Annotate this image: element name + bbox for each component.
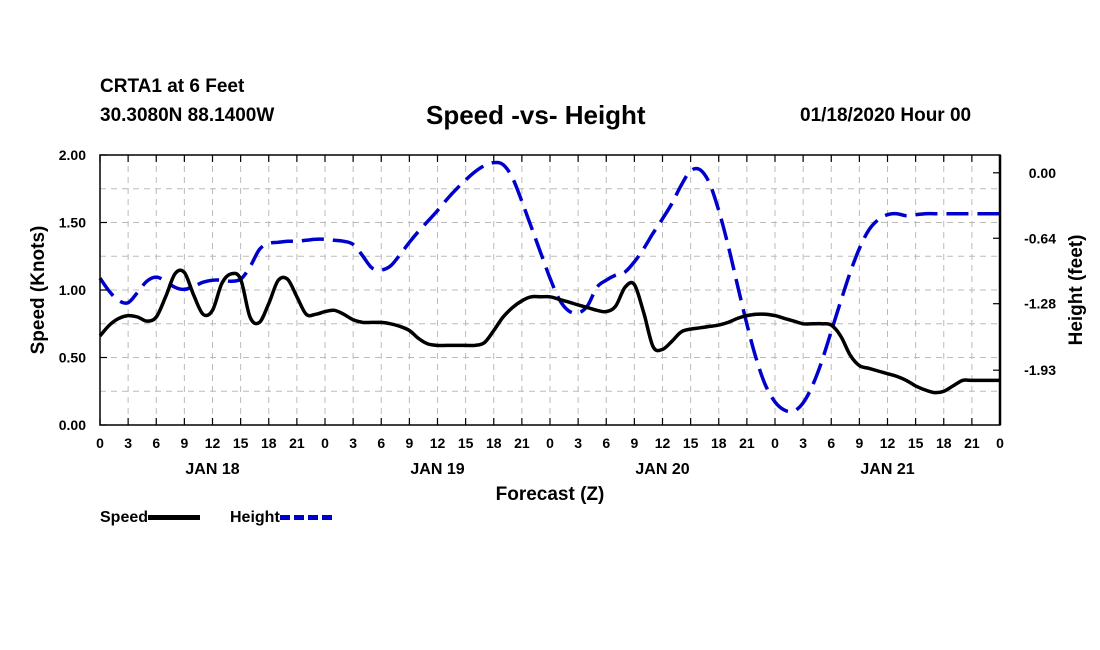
x-tick-label: 0 bbox=[771, 435, 779, 451]
x-tick-label: 0 bbox=[546, 435, 554, 451]
y-tick-label-right: -1.93 bbox=[1024, 362, 1056, 378]
x-tick-label: 18 bbox=[936, 435, 952, 451]
legend-height-label: Height bbox=[230, 509, 280, 526]
series-layer bbox=[98, 160, 1000, 414]
ticks: 0 3 6 9 12 15 18 21 0 3 6 9 12 15 18 21 0 3 6 9 12 15 18 21 0 3 6 9… bbox=[59, 147, 1056, 478]
day-label: JAN 18 bbox=[185, 461, 239, 478]
y-tick-label-left: 1.00 bbox=[59, 282, 86, 298]
x-tick-label: 3 bbox=[574, 435, 582, 451]
x-tick-label: 18 bbox=[486, 435, 502, 451]
day-label: JAN 21 bbox=[860, 461, 914, 478]
y-tick-label-left: 0.50 bbox=[59, 350, 86, 366]
y-axis-left-label: Speed (Knots) bbox=[28, 226, 49, 355]
x-axis-label: Forecast (Z) bbox=[496, 484, 605, 505]
legend-speed: Speed bbox=[100, 509, 201, 527]
day-label: JAN 19 bbox=[410, 461, 464, 478]
x-tick-label: 12 bbox=[205, 435, 221, 451]
x-tick-label: 9 bbox=[855, 435, 863, 451]
y-tick-label-left: 2.00 bbox=[59, 147, 86, 163]
x-tick-label: 3 bbox=[124, 435, 132, 451]
x-tick-label: 9 bbox=[180, 435, 188, 451]
x-tick-label: 6 bbox=[377, 435, 385, 451]
x-tick-label: 21 bbox=[514, 435, 530, 451]
x-tick-label: 6 bbox=[827, 435, 835, 451]
legend-speed-swatch bbox=[148, 515, 201, 521]
grid bbox=[100, 155, 1000, 425]
x-tick-label: 3 bbox=[349, 435, 357, 451]
series-line-speed bbox=[98, 268, 1000, 395]
x-tick-label: 18 bbox=[711, 435, 727, 451]
series-line-height bbox=[98, 160, 1000, 414]
x-tick-label: 0 bbox=[321, 435, 329, 451]
x-tick-label: 12 bbox=[655, 435, 671, 451]
x-tick-label: 15 bbox=[908, 435, 924, 451]
x-tick-label: 15 bbox=[683, 435, 699, 451]
x-tick-label: 21 bbox=[289, 435, 305, 451]
x-tick-label: 12 bbox=[880, 435, 896, 451]
x-tick-label: 3 bbox=[799, 435, 807, 451]
station-label: CRTA1 at 6 Feet bbox=[100, 76, 245, 97]
x-tick-label: 21 bbox=[964, 435, 980, 451]
x-tick-label: 21 bbox=[739, 435, 755, 451]
chart-title: Speed -vs- Height bbox=[426, 100, 646, 130]
y-axis-right-label: Height (feet) bbox=[1066, 235, 1087, 346]
x-tick-label: 18 bbox=[261, 435, 277, 451]
y-tick-label-left: 0.00 bbox=[59, 417, 86, 433]
y-tick-label-right: 0.00 bbox=[1029, 165, 1056, 181]
legend-speed-label: Speed bbox=[100, 509, 149, 526]
y-tick-label-left: 1.50 bbox=[59, 215, 86, 231]
x-tick-label: 9 bbox=[630, 435, 638, 451]
legend-height: Height bbox=[230, 509, 332, 527]
y-tick-label-right: -1.28 bbox=[1024, 296, 1056, 312]
x-tick-label: 0 bbox=[96, 435, 104, 451]
x-tick-label: 6 bbox=[152, 435, 160, 451]
x-tick-label: 9 bbox=[405, 435, 413, 451]
x-tick-label: 15 bbox=[458, 435, 474, 451]
legend-height-swatch bbox=[279, 515, 332, 521]
x-tick-label: 0 bbox=[996, 435, 1004, 451]
x-tick-label: 12 bbox=[430, 435, 446, 451]
x-tick-label: 6 bbox=[602, 435, 610, 451]
x-tick-label: 15 bbox=[233, 435, 249, 451]
latlon-label: 30.3080N 88.1400W bbox=[100, 105, 275, 126]
day-label: JAN 20 bbox=[635, 461, 689, 478]
y-tick-label-right: -0.64 bbox=[1024, 230, 1056, 246]
forecast-date-label: 01/18/2020 Hour 00 bbox=[800, 105, 972, 126]
